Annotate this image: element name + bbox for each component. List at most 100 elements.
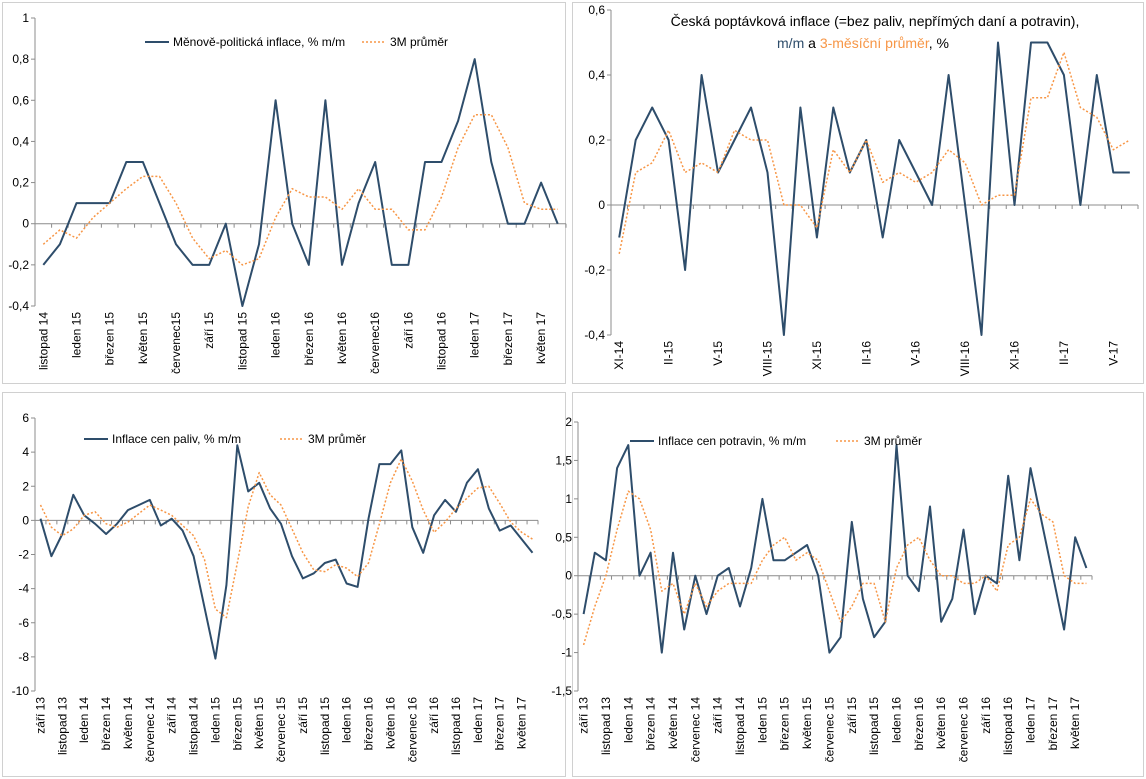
x-tick-label: leden 15 xyxy=(208,697,222,743)
x-tick-label: leden 16 xyxy=(340,697,354,743)
x-tick-label: V-16 xyxy=(909,341,923,366)
x-tick-label: II-17 xyxy=(1057,341,1071,365)
y-tick-label: -0,4 xyxy=(584,328,605,342)
x-tick-label: březen 17 xyxy=(1046,697,1060,751)
y-tick-label: 0,5 xyxy=(555,530,572,544)
x-tick-label: září 16 xyxy=(979,697,993,734)
x-tick-label: červenec 16 xyxy=(957,697,971,763)
chart-1: -0,4 -0,2 0 0,2 0,4 0,6 0,8 1 listopad 14 leden 1… xyxy=(2,2,567,384)
x-tick-label: březen 15 xyxy=(230,697,244,751)
x-tick-label: září 13 xyxy=(33,697,47,734)
x-tick-label: květen 15 xyxy=(252,697,266,749)
x-tick-label: červenec 16 xyxy=(405,697,419,763)
x-tick-label: listopad 15 xyxy=(235,312,249,370)
y-tick-label: -0,2 xyxy=(584,263,605,277)
x-tick-label: V-17 xyxy=(1106,341,1120,366)
series-average-line xyxy=(42,113,558,266)
x-tick-label: květen 17 xyxy=(1068,697,1082,749)
chart-frame xyxy=(2,2,566,384)
y-tick-label: -8 xyxy=(18,650,29,664)
x-tick-label: II-16 xyxy=(859,341,873,365)
series-main-line xyxy=(618,41,1130,336)
x-tick-label: září 15 xyxy=(296,697,310,734)
x-tick-label: listopad 16 xyxy=(435,312,449,370)
x-tick-label: září 14 xyxy=(165,697,179,734)
x-tick-label: leden 15 xyxy=(755,697,769,743)
y-tick-label: 0 xyxy=(22,513,29,527)
x-tick-label: V-15 xyxy=(711,341,725,366)
y-tick-label: 2 xyxy=(565,415,572,429)
x-tick-label: leden 14 xyxy=(77,697,91,743)
series-main-line xyxy=(39,444,534,660)
x-tick-label: březen 16 xyxy=(302,312,316,366)
x-tick-label: květen 16 xyxy=(383,697,397,749)
y-tick-label: 1 xyxy=(565,492,572,506)
x-tick-label: listopad 15 xyxy=(318,697,332,755)
x-tick-label: leden 16 xyxy=(889,697,903,743)
x-tick-label: září 15 xyxy=(845,697,859,734)
y-tick-label: -10 xyxy=(12,684,30,698)
legend-label-main: Inflace cen paliv, % m/m xyxy=(112,432,241,446)
x-tick-label: leden 16 xyxy=(269,312,283,358)
title-unit: , % xyxy=(929,35,949,51)
x-tick-label: květen 17 xyxy=(515,697,529,749)
x-tick-label: březen 14 xyxy=(644,697,658,751)
x-tick-label: listopad 15 xyxy=(867,697,881,755)
y-tick-label: 4 xyxy=(22,445,29,459)
legend-label-average: 3M průměr xyxy=(390,35,448,49)
x-tick-label: květen 16 xyxy=(335,312,349,364)
legend: Inflace cen potravin, % m/m 3M průměr xyxy=(630,434,922,448)
series-main-line xyxy=(42,58,559,307)
x-tick-label: červenec 15 xyxy=(822,697,836,763)
chart-frame xyxy=(2,392,566,777)
x-tick-label: listopad 16 xyxy=(449,697,463,755)
y-tick-label: 6 xyxy=(22,411,29,425)
y-tick-label: 0,8 xyxy=(12,52,29,66)
y-tick-label: 0,2 xyxy=(588,133,605,147)
series-average-line xyxy=(582,490,1087,646)
y-tick-label: 0,4 xyxy=(588,68,605,82)
x-tick-label: XI-16 xyxy=(1007,341,1021,370)
title-average: 3-měsíční průměr xyxy=(820,35,930,51)
chart-frame xyxy=(572,2,1144,384)
y-tick-label: -2 xyxy=(18,548,29,562)
x-tick-label: červenec16 xyxy=(368,312,382,374)
y-tick-label: 0,6 xyxy=(12,93,29,107)
y-tick-label: -0,2 xyxy=(8,258,29,272)
x-tick-label: XI-14 xyxy=(612,341,626,370)
x-tick-label: leden 14 xyxy=(621,697,635,743)
series-average-line xyxy=(618,51,1131,254)
legend: Měnově-politická inflace, % m/m 3M průměr xyxy=(145,35,448,49)
x-tick-label: VIII-16 xyxy=(958,341,972,377)
legend: Inflace cen paliv, % m/m 3M průměr xyxy=(84,432,366,446)
x-tick-label: VIII-15 xyxy=(760,341,774,377)
x-tick-label: listopad 14 xyxy=(187,697,201,755)
x-tick-label: II-15 xyxy=(662,341,676,365)
x-tick-label: květen 16 xyxy=(934,697,948,749)
chart-title-line2: m/m a 3-měsíční průměr, % xyxy=(777,35,949,51)
y-tick-label: -4 xyxy=(18,582,29,596)
x-tick-label: červenec 14 xyxy=(143,697,157,763)
legend-label-average: 3M průměr xyxy=(308,432,366,446)
x-tick-label: březen 15 xyxy=(778,697,792,751)
chart-4: -1,5 -1 -0,5 0 0,5 1 1,5 2 září 13 listopad 13 led… xyxy=(551,392,1144,777)
chart-frame xyxy=(572,392,1144,777)
title-mm: m/m xyxy=(777,35,804,51)
x-tick-label: leden 17 xyxy=(471,697,485,743)
x-tick-label: březen 17 xyxy=(493,697,507,751)
x-tick-label: září 16 xyxy=(401,312,415,349)
title-and: a xyxy=(804,35,820,51)
y-tick-label: 0 xyxy=(565,569,572,583)
chart-3: -10 -8 -6 -4 -2 0 2 4 6 září 13 listopad 13 leden 1… xyxy=(2,392,566,777)
y-tick-label: -6 xyxy=(18,616,29,630)
y-tick-label: -0,4 xyxy=(8,299,29,313)
x-tick-label: březen 17 xyxy=(501,312,515,366)
y-tick-label: 0,6 xyxy=(588,3,605,17)
chart-2: -0,4 -0,2 0 0,2 0,4 0,6 XI-14 II-15 V-15 VIII-15 X… xyxy=(572,2,1144,384)
x-tick-label: květen 17 xyxy=(534,312,548,364)
x-tick-label: leden 17 xyxy=(1024,697,1038,743)
y-tick-label: -1,5 xyxy=(551,684,572,698)
x-tick-label: září 14 xyxy=(711,697,725,734)
series-main-line xyxy=(582,444,1088,654)
y-tick-label: -1 xyxy=(561,646,572,660)
